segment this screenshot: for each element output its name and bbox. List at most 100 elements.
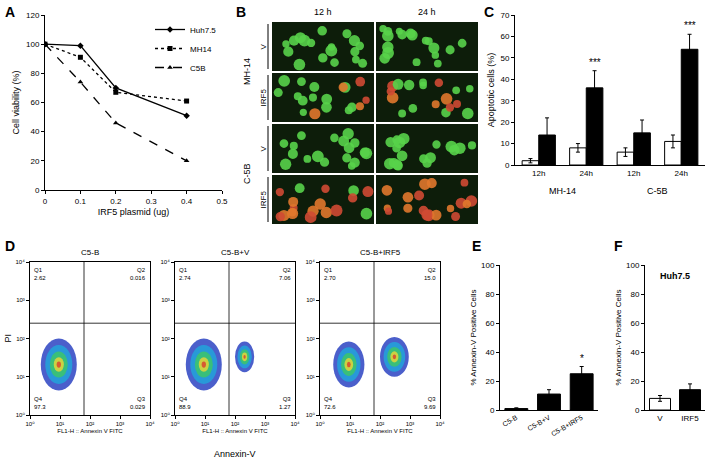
svg-text:Q488.9: Q488.9 xyxy=(179,396,191,410)
svg-text:10⁴: 10⁴ xyxy=(435,421,445,427)
svg-text:10⁰: 10⁰ xyxy=(170,421,180,427)
svg-text:10¹: 10¹ xyxy=(56,421,65,427)
svg-text:20: 20 xyxy=(630,377,639,386)
svg-text:10¹: 10¹ xyxy=(16,374,25,380)
svg-text:***: *** xyxy=(589,57,601,68)
svg-text:10¹: 10¹ xyxy=(201,421,210,427)
svg-text:10³: 10³ xyxy=(16,297,25,303)
svg-text:C: C xyxy=(484,4,494,20)
svg-text:20: 20 xyxy=(500,118,509,127)
svg-text:IRF5: IRF5 xyxy=(259,89,268,107)
svg-text:60: 60 xyxy=(30,98,39,107)
svg-text:10²: 10² xyxy=(306,336,315,342)
svg-text:C5-B+IRF5: C5-B+IRF5 xyxy=(550,414,584,438)
svg-text:40: 40 xyxy=(485,348,494,357)
svg-text:10³: 10³ xyxy=(161,297,170,303)
svg-text:C5-B: C5-B xyxy=(81,248,99,257)
svg-text:FL1-H :: Annexin V FITC: FL1-H :: Annexin V FITC xyxy=(202,428,268,434)
svg-text:12h: 12h xyxy=(627,169,640,178)
svg-text:10⁴: 10⁴ xyxy=(145,421,155,427)
svg-text:Huh7.5: Huh7.5 xyxy=(190,26,216,35)
svg-text:60: 60 xyxy=(485,319,494,328)
svg-text:10³: 10³ xyxy=(306,297,315,303)
svg-text:0: 0 xyxy=(43,197,48,206)
svg-text:0: 0 xyxy=(505,161,510,170)
svg-text:Q472.6: Q472.6 xyxy=(324,396,336,410)
svg-text:12h: 12h xyxy=(532,169,545,178)
svg-text:0: 0 xyxy=(490,406,495,415)
svg-text:20: 20 xyxy=(485,377,494,386)
svg-text:Huh7.5: Huh7.5 xyxy=(660,271,690,281)
svg-text:40: 40 xyxy=(30,127,39,136)
svg-text:C-5B: C-5B xyxy=(242,163,252,184)
svg-text:Q12.62: Q12.62 xyxy=(34,267,46,281)
svg-text:MH-14: MH-14 xyxy=(242,58,252,85)
svg-text:40: 40 xyxy=(500,75,509,84)
svg-text:50: 50 xyxy=(500,54,509,63)
svg-text:24 h: 24 h xyxy=(418,7,436,17)
svg-text:Q12.74: Q12.74 xyxy=(179,267,191,281)
svg-text:0: 0 xyxy=(35,186,40,195)
svg-text:10⁴: 10⁴ xyxy=(16,259,26,265)
svg-text:10¹: 10¹ xyxy=(306,374,315,380)
svg-text:10⁴: 10⁴ xyxy=(290,421,300,427)
svg-text:C5-B+IRF5: C5-B+IRF5 xyxy=(360,248,401,257)
svg-text:24h: 24h xyxy=(580,169,593,178)
svg-text:10³: 10³ xyxy=(261,421,270,427)
svg-text:60: 60 xyxy=(630,319,639,328)
svg-text:10⁰: 10⁰ xyxy=(315,421,325,427)
svg-text:Q497.3: Q497.3 xyxy=(34,396,46,410)
svg-text:V: V xyxy=(657,414,663,423)
svg-text:80: 80 xyxy=(485,290,494,299)
svg-text:120: 120 xyxy=(26,11,40,20)
svg-text:10⁴: 10⁴ xyxy=(306,259,316,265)
svg-text:40: 40 xyxy=(630,348,639,357)
svg-text:10¹: 10¹ xyxy=(346,421,355,427)
svg-text:30: 30 xyxy=(500,97,509,106)
svg-text:C-5B: C-5B xyxy=(647,186,668,196)
svg-text:MH-14: MH-14 xyxy=(549,186,576,196)
svg-text:% Annexin-V Positive Cells: % Annexin-V Positive Cells xyxy=(469,289,478,385)
svg-text:*: * xyxy=(580,353,584,364)
svg-text:B: B xyxy=(236,4,246,20)
svg-text:0.1: 0.1 xyxy=(75,197,87,206)
svg-text:C5B: C5B xyxy=(190,64,206,73)
svg-text:10⁰: 10⁰ xyxy=(306,412,316,418)
svg-text:F: F xyxy=(614,238,623,254)
svg-text:A: A xyxy=(5,4,15,20)
svg-text:0.2: 0.2 xyxy=(110,197,122,206)
svg-text:D: D xyxy=(5,238,15,254)
svg-text:10²: 10² xyxy=(16,336,25,342)
svg-text:0.5: 0.5 xyxy=(216,197,228,206)
svg-text:% Annexin-V Positive Cells: % Annexin-V Positive Cells xyxy=(614,289,623,385)
svg-text:10³: 10³ xyxy=(406,421,415,427)
svg-text:Q30.029: Q30.029 xyxy=(130,396,146,410)
svg-text:24h: 24h xyxy=(675,169,688,178)
svg-text:IRF5 plasmid (ug): IRF5 plasmid (ug) xyxy=(98,207,170,217)
svg-text:10⁰: 10⁰ xyxy=(161,412,171,418)
svg-text:10⁰: 10⁰ xyxy=(16,412,26,418)
svg-text:Q20.016: Q20.016 xyxy=(130,267,146,281)
svg-text:IRF5: IRF5 xyxy=(259,191,268,209)
svg-text:FL1-H :: Annexin V FITC: FL1-H :: Annexin V FITC xyxy=(347,428,413,434)
svg-text:100: 100 xyxy=(481,261,495,270)
svg-text:***: *** xyxy=(684,20,696,31)
svg-text:Apoptotic cells (%): Apoptotic cells (%) xyxy=(486,53,496,128)
svg-text:70: 70 xyxy=(500,11,509,20)
svg-text:60: 60 xyxy=(500,32,509,41)
svg-text:Q31.27: Q31.27 xyxy=(279,396,291,410)
svg-text:C5-B+V: C5-B+V xyxy=(526,414,551,433)
svg-text:C5-B: C5-B xyxy=(501,414,519,428)
svg-text:IRF5: IRF5 xyxy=(681,414,699,423)
svg-text:10³: 10³ xyxy=(116,421,125,427)
svg-text:Q27.06: Q27.06 xyxy=(279,267,291,281)
svg-text:0.4: 0.4 xyxy=(181,197,193,206)
svg-text:10: 10 xyxy=(500,139,509,148)
svg-text:10²: 10² xyxy=(86,421,95,427)
svg-text:100: 100 xyxy=(626,261,640,270)
svg-text:V: V xyxy=(259,44,268,50)
svg-text:10⁴: 10⁴ xyxy=(161,259,171,265)
svg-text:0: 0 xyxy=(635,406,640,415)
svg-text:100: 100 xyxy=(26,40,40,49)
svg-text:FL1-H :: Annexin V FITC: FL1-H :: Annexin V FITC xyxy=(57,428,123,434)
